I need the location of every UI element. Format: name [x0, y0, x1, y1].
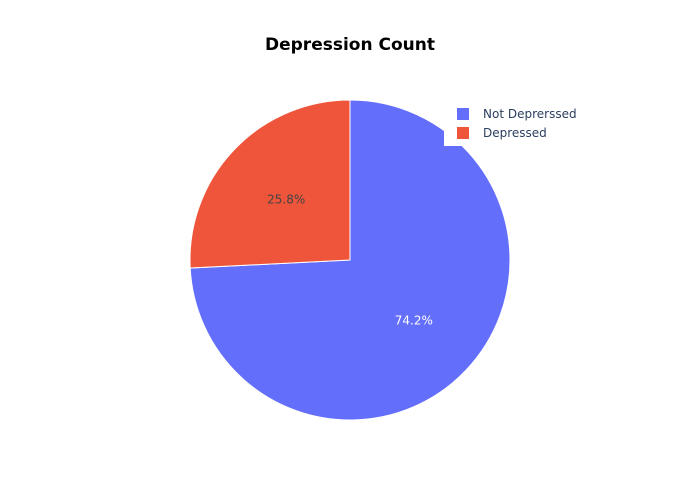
pie-slice-depressed[interactable]: [189, 99, 351, 269]
legend-swatch-not-depressed: [457, 108, 469, 120]
pie-slice-label-depressed: 25.8%: [267, 192, 305, 206]
legend-item-not-depressed[interactable]: Not Deprerssed: [457, 107, 577, 121]
legend: Not Deprerssed Depressed: [444, 104, 584, 146]
pie-slices: [189, 99, 511, 421]
legend-item-depressed[interactable]: Depressed: [457, 126, 547, 140]
legend-swatch-depressed: [457, 127, 469, 139]
pie-slice-labels: 74.2% 25.8%: [267, 192, 433, 327]
legend-label-depressed: Depressed: [483, 126, 547, 140]
legend-label-not-depressed: Not Deprerssed: [483, 107, 577, 121]
chart-title: Depression Count: [265, 35, 435, 55]
pie-slice-label-not-deprerssed: 74.2%: [395, 314, 433, 328]
